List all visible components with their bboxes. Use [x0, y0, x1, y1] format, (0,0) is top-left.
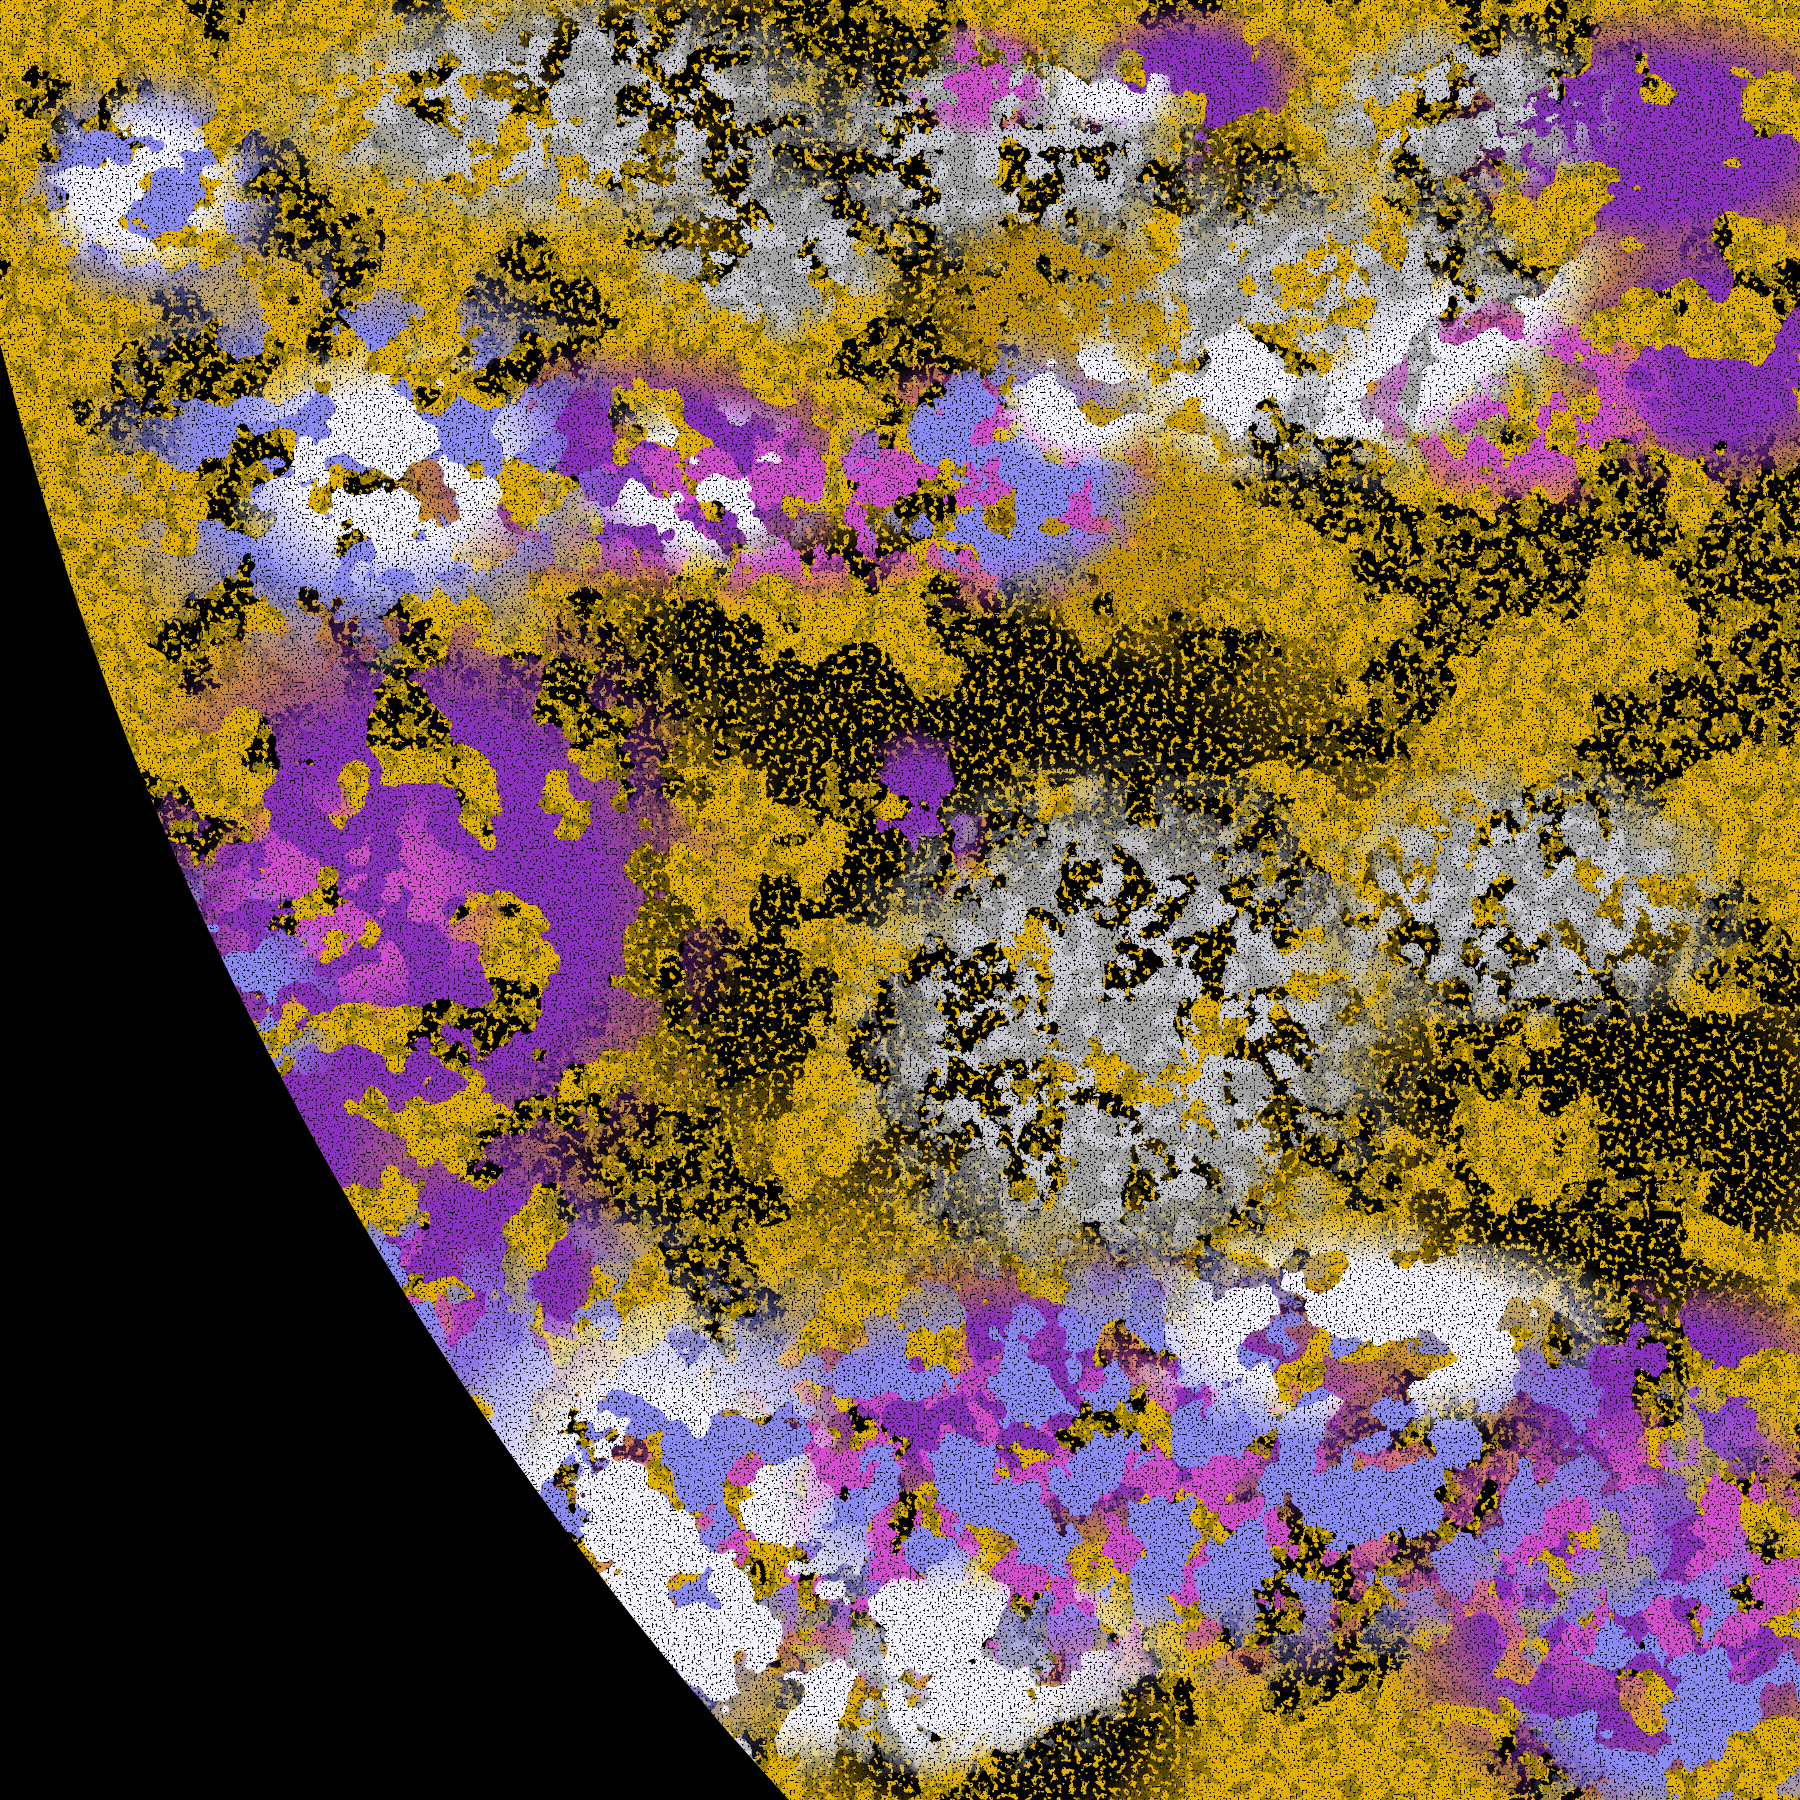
satellite-earth-image — [0, 0, 1800, 1800]
satellite-image-stage — [0, 0, 1800, 1800]
earth-disk — [0, 0, 1800, 1800]
